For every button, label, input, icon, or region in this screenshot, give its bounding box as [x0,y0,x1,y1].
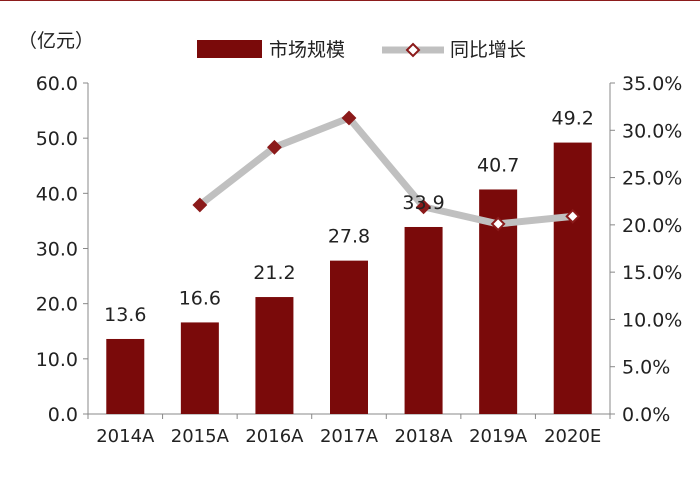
x-tick-label: 2020E [544,426,601,447]
bar-value-label: 21.2 [253,262,295,284]
bar-value-label: 40.7 [477,154,519,176]
y-left-tick-label: 50.0 [36,128,78,150]
y-left-tick-label: 20.0 [36,294,78,316]
unit-label: （亿元） [18,30,94,52]
y-right-tick-label: 35.0% [622,73,682,95]
y-left-tick-label: 60.0 [36,73,78,95]
y-right-tick-label: 30.0% [622,120,682,142]
data-labels: 13.6 16.6 21.2 27.8 33.9 40.7 49.2 [104,108,594,326]
legend-label-market-size: 市场规模 [269,39,345,61]
x-tick-label: 2019A [469,426,528,447]
growth-point [416,199,431,215]
line-series [192,110,581,232]
bar-value-label: 16.6 [179,287,221,309]
x-tick-label: 2014A [96,426,155,447]
y-right-tick-label: 5.0% [622,357,670,379]
legend-swatch-market-size [197,40,262,58]
y-left-tick-label: 0.0 [48,404,78,426]
y-right-tick-label: 10.0% [622,309,682,331]
x-tick-label: 2018A [395,426,454,447]
x-tick-label: 2017A [320,426,379,447]
bar [404,226,443,414]
x-tick-label: 2016A [245,426,304,447]
growth-point [267,139,282,155]
bar-value-label: 33.9 [402,192,444,214]
axes: 0.0 10.0 20.0 30.0 40.0 50.0 60.0 0.0% 5.0% 10.0%… [36,73,683,447]
growth-point [341,110,357,126]
bar-value-label: 49.2 [552,108,594,130]
bar-value-label: 27.8 [328,226,370,248]
y-right-tick-label: 15.0% [622,262,682,284]
bar [180,322,219,414]
bar [255,297,294,414]
legend-swatch-growth-marker [405,42,421,58]
y-right-tick-label: 0.0% [622,404,670,426]
bar [330,260,368,414]
legend-label-growth: 同比增长 [450,39,526,61]
bar [553,142,592,414]
bar-value-label: 13.6 [104,304,146,326]
y-left-tick-label: 10.0 [36,349,78,371]
y-left-tick-label: 40.0 [36,183,78,205]
growth-line [197,114,574,228]
growth-point [490,216,506,232]
y-right-tick-label: 20.0% [622,215,682,237]
y-right-tick-label: 25.0% [622,168,682,190]
legend: 市场规模 同比增长 [197,39,526,61]
bar-series [106,142,592,414]
y-left-tick-label: 30.0 [36,239,78,261]
bar [106,338,145,414]
growth-point [565,208,581,224]
growth-point [192,197,208,213]
x-tick-label: 2015A [171,426,230,447]
